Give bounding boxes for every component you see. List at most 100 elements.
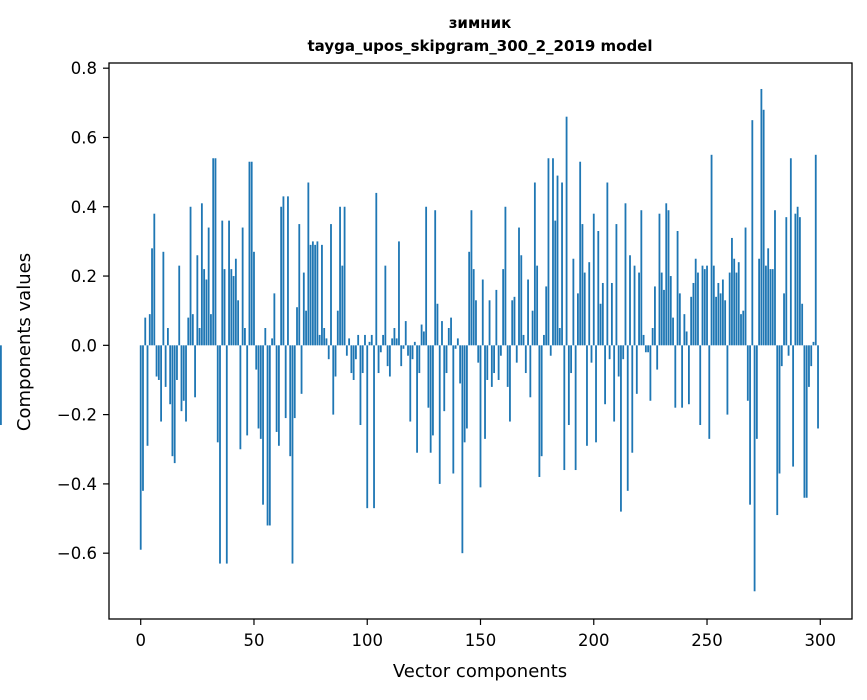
bar-component-247: [699, 345, 702, 426]
bar-component-24: [194, 345, 196, 398]
bar-component-70: [298, 224, 301, 346]
bar-component-170: [524, 345, 527, 374]
bar-component-226: [651, 328, 654, 346]
bar-component-256: [719, 293, 722, 346]
bar-component-77: [314, 244, 317, 346]
bar-component-118: [407, 345, 409, 356]
bar-component-292: [801, 303, 804, 346]
bar-component-159: [499, 345, 502, 356]
bar-component-54: [262, 345, 264, 505]
bar-component-96: [357, 334, 360, 346]
bar-component-93: [350, 345, 353, 374]
bar-component-288: [792, 345, 795, 467]
bar-component-203: [599, 303, 602, 346]
bar-component-60: [275, 345, 278, 432]
bar-component-210: [615, 224, 618, 346]
bar-component-89: [341, 265, 344, 346]
bar-component-255: [717, 282, 720, 346]
bar-component-141: [459, 345, 462, 384]
bar-component-128: [429, 345, 432, 453]
bar-component-109: [386, 345, 389, 367]
bar-component-237: [676, 231, 679, 346]
bar-component-284: [783, 293, 785, 346]
bar-component-25: [196, 255, 199, 346]
bar-component-151: [481, 279, 484, 346]
bar-component-281: [776, 345, 779, 516]
bar-component-228: [656, 345, 659, 370]
bar-component-172: [529, 345, 532, 398]
bar-component-207: [608, 345, 611, 360]
bar-component-84: [330, 224, 332, 346]
y-tick-label: 0.2: [71, 267, 97, 286]
bar-component-127: [427, 345, 430, 408]
x-tick-label: 150: [465, 631, 497, 650]
bar-component-16: [176, 345, 178, 380]
bar-component-263: [735, 272, 738, 346]
bar-component-8: [157, 345, 160, 380]
bar-component-50: [253, 251, 255, 346]
bar-component-291: [798, 217, 801, 346]
bar-component-176: [538, 345, 541, 477]
bar-component-274: [760, 88, 763, 346]
bar-component-73: [305, 310, 307, 346]
bar-component-155: [490, 345, 493, 387]
bar-component-244: [692, 282, 695, 346]
bar-component-117: [404, 321, 407, 346]
bar-component-108: [384, 265, 387, 346]
bar-component-104: [375, 192, 378, 346]
bar-component-9: [160, 345, 162, 422]
bar-component-59: [273, 293, 276, 346]
bar-component-11: [164, 345, 167, 387]
bar-component-75: [309, 244, 312, 346]
bar-component-191: [572, 258, 575, 346]
bar-component-49: [250, 161, 253, 346]
bar-component-174: [533, 182, 536, 346]
bar-component-137: [450, 317, 452, 346]
bar-component-158: [497, 345, 500, 380]
bar-component-206: [606, 182, 609, 346]
bar-component-277: [767, 248, 770, 346]
bar-component-282: [778, 345, 781, 474]
bar-component-163: [509, 345, 511, 422]
bar-component-253: [712, 265, 715, 346]
bar-component-undefined: [0, 345, 2, 426]
x-tick-label: 250: [691, 631, 723, 650]
bar-component-7: [155, 345, 158, 377]
bar-component-173: [531, 310, 534, 346]
y-axis-label: Components values: [14, 253, 35, 431]
bar-component-35: [219, 345, 221, 564]
bar-component-164: [511, 300, 514, 346]
bar-component-95: [355, 345, 357, 360]
bar-component-150: [479, 345, 482, 488]
bar-component-51: [255, 345, 258, 370]
bar-component-168: [520, 255, 523, 346]
bar-component-209: [613, 345, 616, 422]
bar-component-254: [715, 296, 717, 346]
bar-component-40: [230, 269, 233, 346]
bar-component-133: [441, 321, 443, 346]
bar-component-111: [391, 338, 394, 346]
bar-component-56: [266, 345, 269, 526]
bar-component-107: [382, 334, 384, 346]
bar-component-135: [445, 345, 448, 374]
chart-subtitle: tayga_upos_skipgram_300_2_2019 model: [308, 37, 653, 55]
bar-component-192: [574, 345, 577, 471]
bar-component-240: [683, 314, 686, 346]
bar-component-298: [814, 154, 817, 346]
bar-component-262: [733, 258, 736, 346]
bar-component-293: [803, 345, 806, 498]
bar-component-278: [769, 269, 772, 346]
bar-component-98: [361, 345, 364, 374]
bar-component-26: [198, 328, 201, 346]
bar-component-268: [746, 345, 749, 401]
bar-component-272: [755, 345, 758, 439]
bar-component-105: [377, 345, 380, 374]
bar-component-257: [721, 279, 724, 346]
bar-component-249: [703, 269, 706, 346]
bar-component-143: [463, 345, 466, 443]
bar-component-200: [592, 213, 595, 346]
bar-component-116: [402, 345, 405, 349]
x-axis-label: Vector components: [393, 661, 567, 682]
bar-component-266: [742, 310, 745, 346]
bar-component-217: [631, 345, 634, 453]
